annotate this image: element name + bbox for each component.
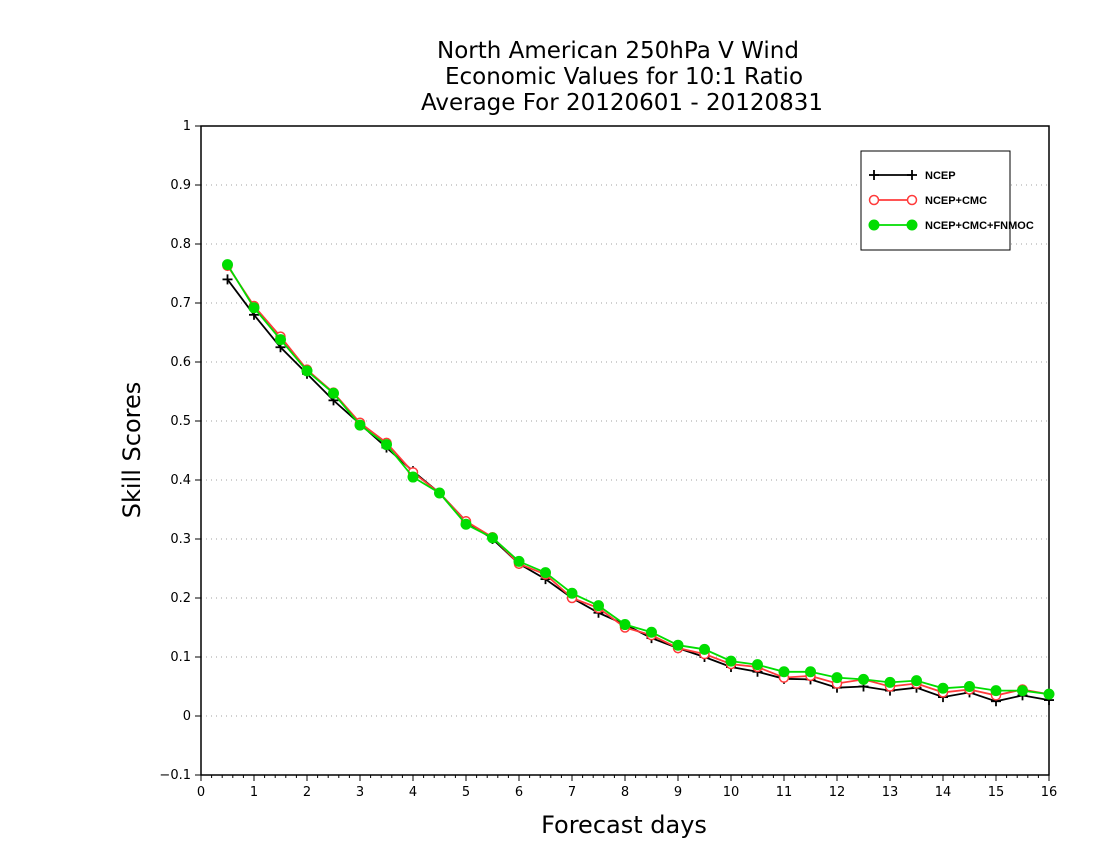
series-line xyxy=(226,278,1050,703)
legend-item: NCEP+CMC xyxy=(868,194,987,207)
data-point xyxy=(990,685,1002,697)
data-point xyxy=(831,672,843,684)
title-line-2: Economic Values for 10:1 Ratio xyxy=(445,64,803,90)
series-ncep-cmc-fnmoc xyxy=(222,259,1055,700)
y-tick-label: 0.5 xyxy=(170,414,191,429)
data-point xyxy=(275,334,286,346)
data-point xyxy=(328,387,339,399)
x-tick-label: 3 xyxy=(356,785,364,800)
y-tick-label: 0.6 xyxy=(170,355,191,370)
data-point xyxy=(222,259,233,271)
data-point xyxy=(937,682,949,694)
data-point xyxy=(381,439,392,451)
legend-item: NCEP xyxy=(869,170,956,182)
x-tick-label: 12 xyxy=(829,785,846,800)
x-tick-label: 7 xyxy=(568,785,576,800)
data-point xyxy=(868,219,880,231)
legend-item: NCEP+CMC+FNMOC xyxy=(868,219,1034,232)
y-tick-label: 0.1 xyxy=(170,650,191,665)
data-point xyxy=(540,567,551,579)
x-tick-label: 10 xyxy=(723,785,740,800)
chart-title: North American 250hPa V Wind Economic Va… xyxy=(421,38,823,116)
data-point xyxy=(752,659,763,671)
data-point xyxy=(566,587,578,599)
data-point xyxy=(248,302,260,314)
y-tick-label: 0.8 xyxy=(170,237,191,252)
x-tick-label: 11 xyxy=(776,785,793,800)
x-tick-label: 16 xyxy=(1041,785,1058,800)
x-tick-label: 5 xyxy=(462,785,470,800)
y-tick-label: 0.4 xyxy=(170,473,191,488)
y-axis-label: Skill Scores xyxy=(118,382,146,519)
data-point xyxy=(906,219,918,231)
x-tick-label: 9 xyxy=(674,785,682,800)
data-point xyxy=(964,681,975,692)
series-ncep xyxy=(222,274,1054,707)
y-tick-label: 0.7 xyxy=(170,296,191,311)
series-group xyxy=(222,259,1055,707)
y-tick-label: −0.1 xyxy=(159,768,191,783)
data-point xyxy=(1043,688,1055,700)
data-point xyxy=(593,600,604,612)
y-tick-label: 0 xyxy=(183,709,191,724)
series-ncep-cmc xyxy=(222,260,1055,701)
title-line-3: Average For 20120601 - 20120831 xyxy=(421,90,823,116)
x-tick-label: 6 xyxy=(515,785,523,800)
data-point xyxy=(858,673,869,685)
y-tick-label: 0.9 xyxy=(170,178,191,193)
data-point xyxy=(460,518,472,530)
x-tick-label: 2 xyxy=(303,785,311,800)
legend-label: NCEP+CMC+FNMOC xyxy=(925,220,1034,232)
data-point xyxy=(1017,685,1028,697)
data-point xyxy=(906,194,918,206)
data-point xyxy=(699,643,710,655)
data-point xyxy=(868,194,880,206)
series-line xyxy=(226,264,1050,696)
data-point xyxy=(805,666,816,678)
x-tick-label: 0 xyxy=(197,785,205,800)
y-tick-label: 0.2 xyxy=(170,591,191,606)
y-tick-label: 0.3 xyxy=(170,532,191,547)
x-tick-label: 4 xyxy=(409,785,417,800)
x-axis-label: Forecast days xyxy=(541,811,707,839)
grid xyxy=(201,184,1049,717)
data-point xyxy=(884,676,896,688)
data-point xyxy=(778,666,790,678)
title-line-1: North American 250hPa V Wind xyxy=(437,38,799,64)
data-point xyxy=(407,471,419,483)
data-point xyxy=(619,619,631,631)
series-line xyxy=(226,265,1050,697)
legend-label: NCEP+CMC xyxy=(925,195,987,207)
data-point xyxy=(487,532,498,544)
data-point xyxy=(354,419,366,431)
x-tick-label: 15 xyxy=(988,785,1005,800)
x-tick-label: 13 xyxy=(882,785,899,800)
data-point xyxy=(434,487,445,499)
y-tick-label: 1 xyxy=(183,119,191,134)
legend-label: NCEP xyxy=(925,170,956,182)
x-tick-label: 14 xyxy=(935,785,952,800)
axes: −0.100.10.20.30.40.50.60.70.80.910 1 2 3 4 5 6… xyxy=(159,119,1057,800)
legend: NCEP NCEP+CMC NCEP+CMC+FNMOC xyxy=(860,150,1034,251)
x-tick-label: 1 xyxy=(250,785,258,800)
x-tick-label: 8 xyxy=(621,785,629,800)
data-point xyxy=(646,626,657,638)
data-point xyxy=(513,555,525,567)
data-point xyxy=(725,655,737,667)
data-point xyxy=(911,675,922,687)
data-point xyxy=(301,365,313,377)
data-point xyxy=(672,639,684,651)
